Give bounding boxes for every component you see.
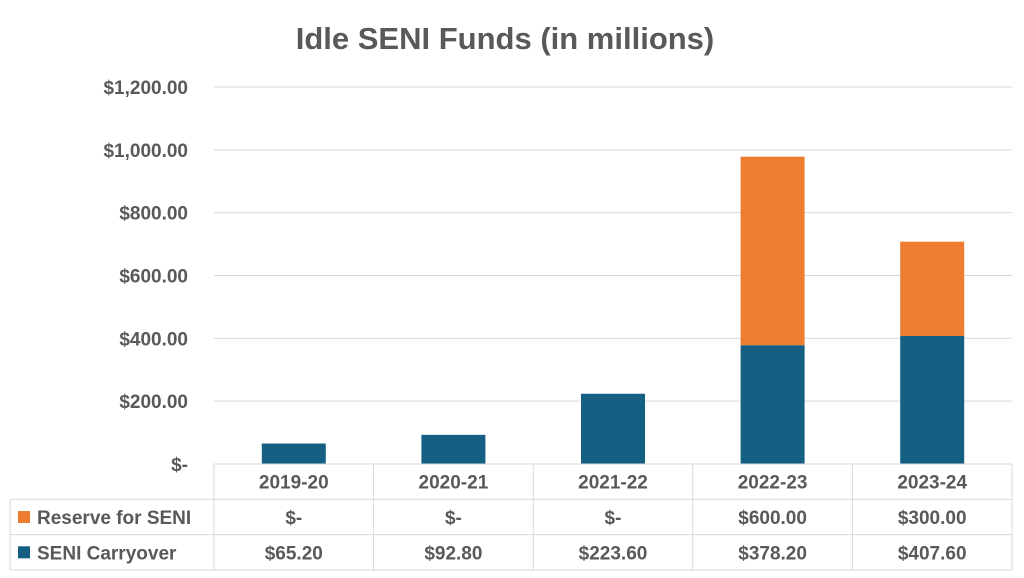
y-tick-label: $800.00 — [119, 204, 188, 225]
chart-title: Idle SENI Funds (in millions) — [296, 21, 715, 56]
x-tick-label: 2023-24 — [897, 473, 967, 494]
data-label: $- — [605, 508, 622, 529]
x-tick-label: 2021-22 — [578, 473, 648, 494]
bars — [261, 156, 965, 464]
y-axis-ticks: $- $200.00 $400.00 $600.00 $800.00 $1,000.00 $… — [103, 78, 188, 476]
legend-label: Reserve for SENI — [37, 508, 191, 529]
data-label: $407.60 — [898, 543, 967, 564]
data-label: $378.20 — [738, 543, 807, 564]
data-label: $600.00 — [738, 508, 807, 529]
bar-seni-carryover — [900, 335, 965, 464]
data-label: $92.80 — [424, 543, 482, 564]
data-label: $65.20 — [265, 543, 323, 564]
bar-seni-carryover — [581, 393, 645, 464]
bar-seni-carryover — [740, 345, 805, 464]
x-tick-label: 2022-23 — [738, 473, 808, 494]
y-tick-label: $1,000.00 — [103, 141, 188, 162]
x-tick-label: 2020-21 — [419, 473, 489, 494]
y-tick-label: $1,200.00 — [103, 78, 188, 99]
bar-seni-carryover — [421, 434, 486, 464]
gridlines — [214, 86, 1012, 402]
y-tick-label: $600.00 — [119, 267, 188, 288]
data-label: $223.60 — [579, 543, 648, 564]
legend-label: SENI Carryover — [37, 543, 177, 564]
legend-swatch — [18, 511, 30, 523]
data-label: $- — [445, 508, 462, 529]
x-tick-label: 2019-20 — [259, 473, 329, 494]
bar-reserve-for-seni — [900, 241, 965, 336]
data-label: $- — [285, 508, 302, 529]
y-tick-label: $200.00 — [119, 392, 188, 413]
y-tick-label: $- — [171, 455, 188, 476]
bar-seni-carryover — [261, 443, 326, 464]
y-tick-label: $400.00 — [119, 329, 188, 350]
bar-reserve-for-seni — [740, 156, 805, 346]
data-table: 2019-20 2020-21 2021-22 2022-23 2023-24 Reser… — [9, 463, 1013, 571]
legend-swatch — [18, 546, 30, 559]
data-label: $300.00 — [898, 508, 967, 529]
